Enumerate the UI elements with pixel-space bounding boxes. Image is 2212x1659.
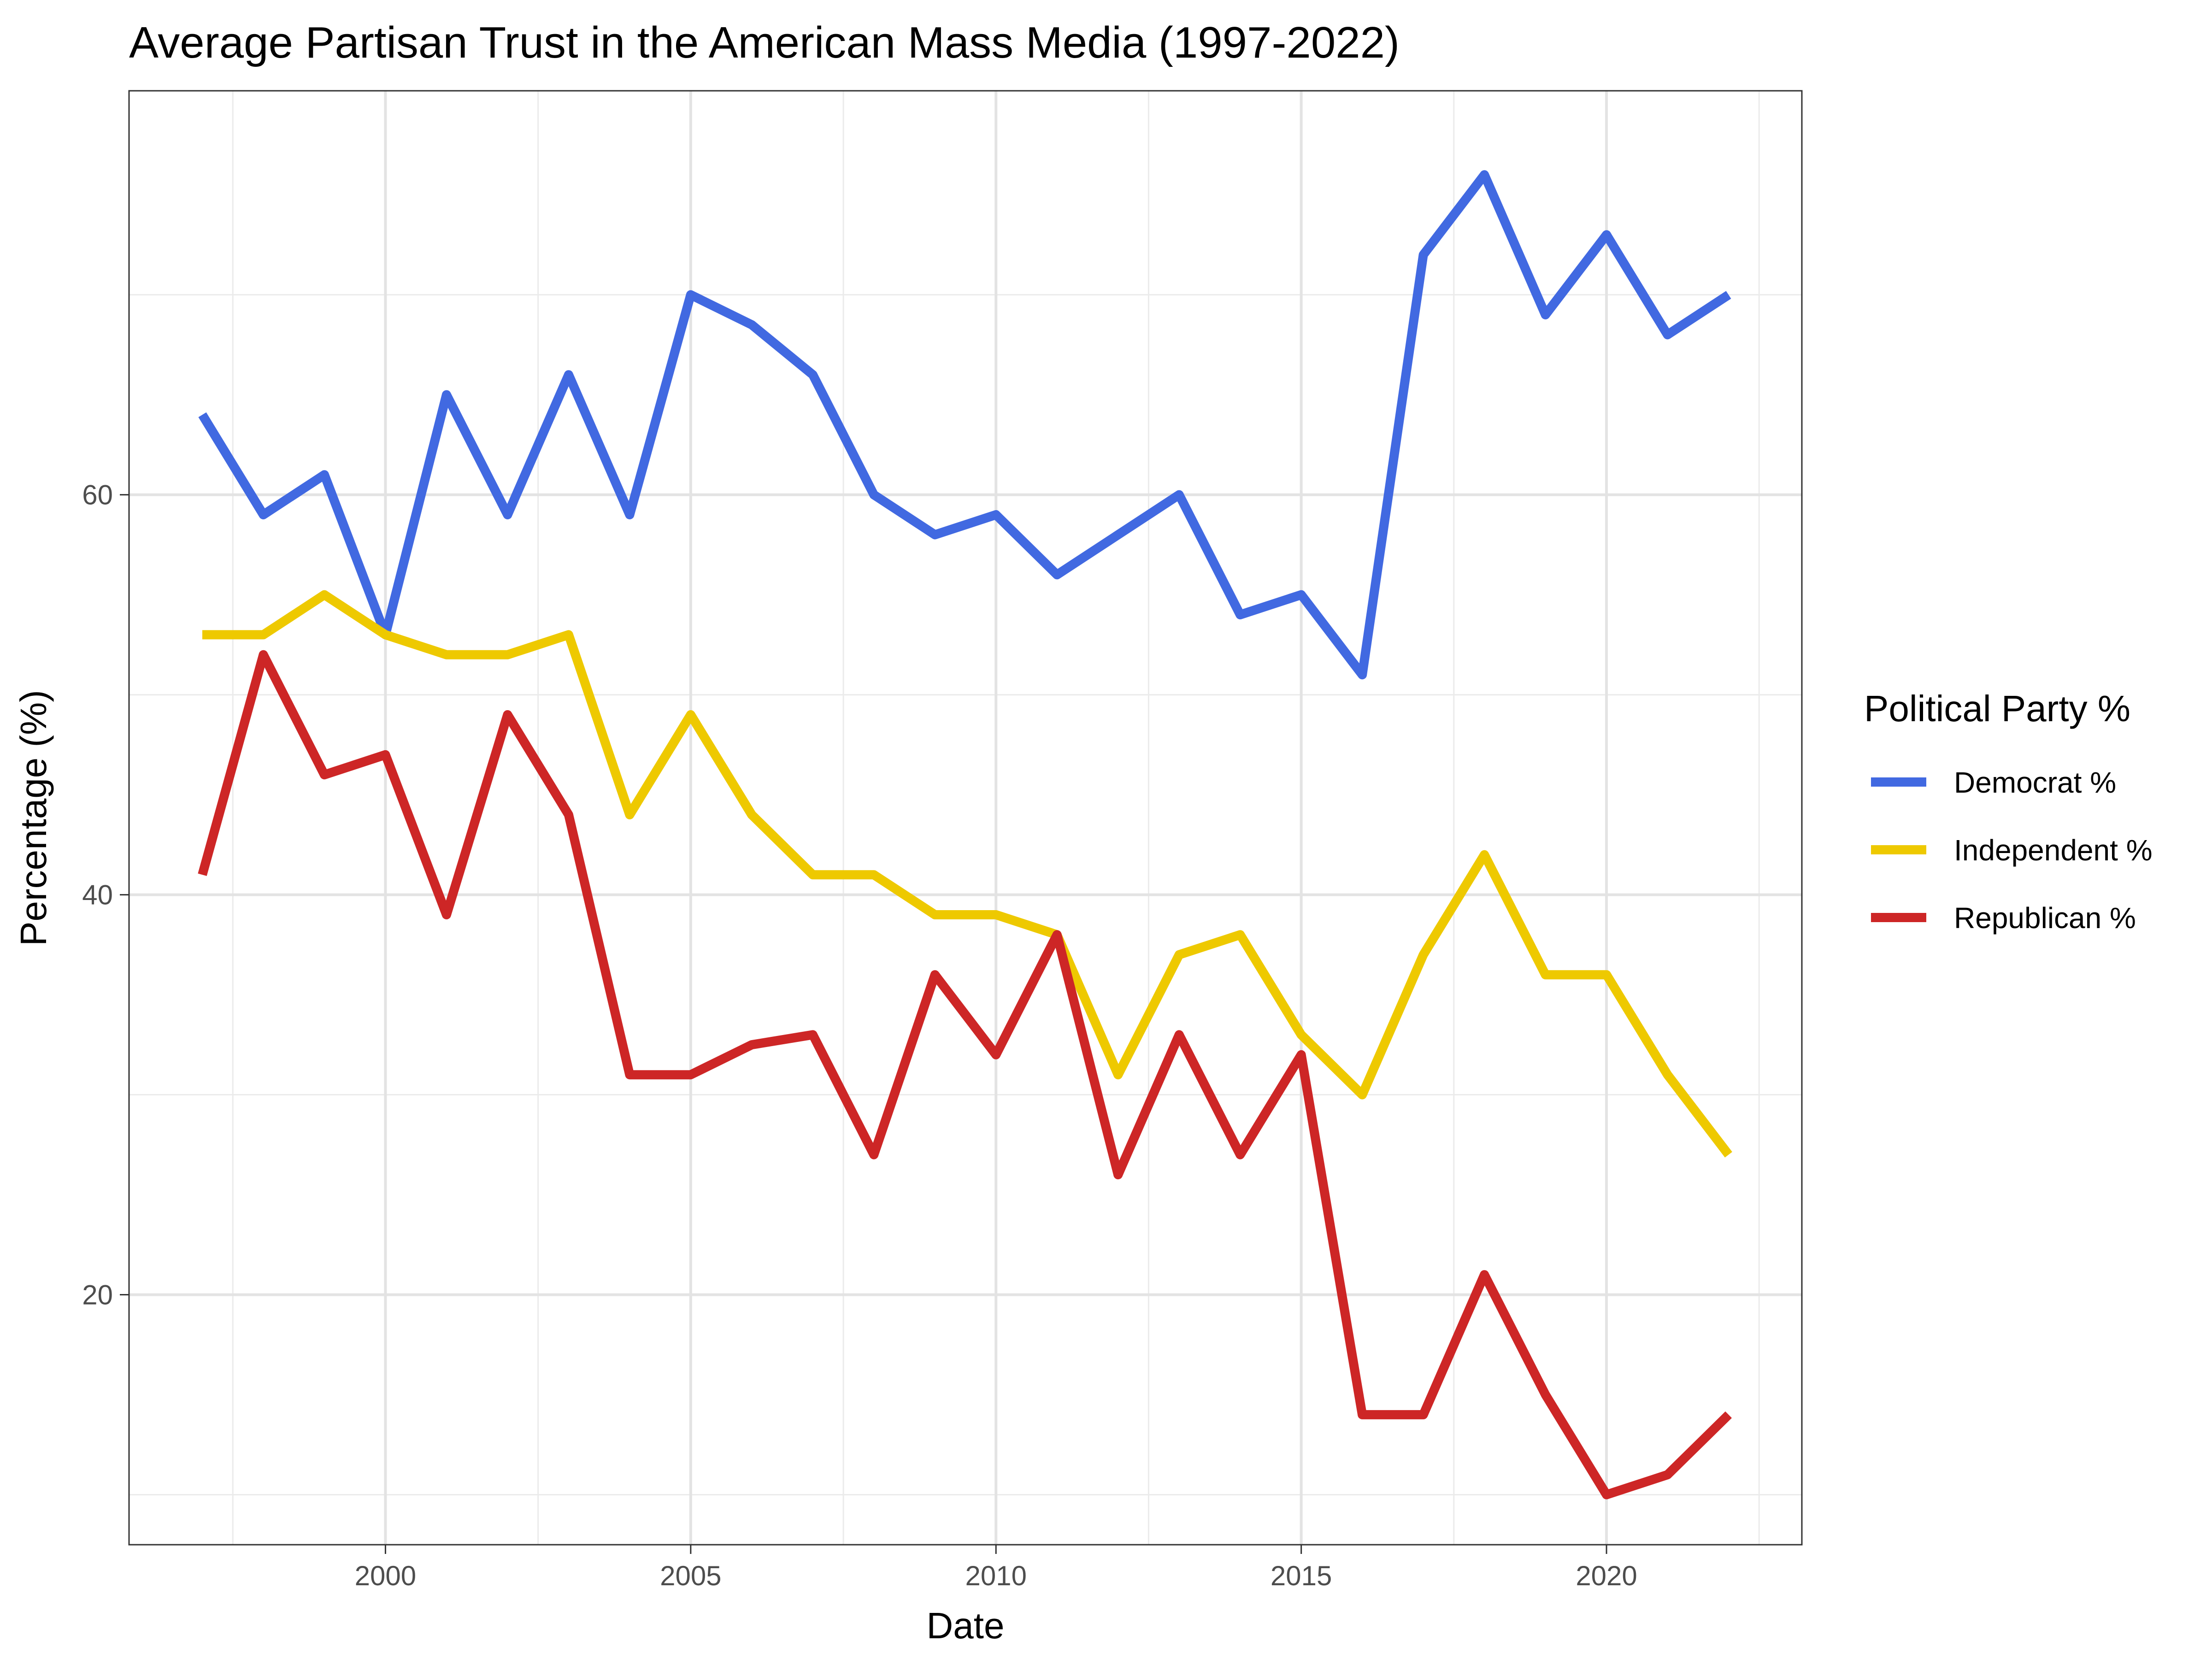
y-tick-label: 20 xyxy=(82,1280,113,1311)
y-tick-label: 40 xyxy=(82,880,113,911)
y-tick-label: 60 xyxy=(82,480,113,511)
y-axis: 20 40 60 xyxy=(82,480,129,1311)
series-line-independent xyxy=(202,590,1732,1158)
major-gridlines xyxy=(129,91,1802,1545)
legend-label-independent: Independent % xyxy=(1954,834,2153,867)
series-line-republican xyxy=(198,650,1732,1500)
legend: Political Party % Democrat % Independent … xyxy=(1864,688,2153,935)
legend-label-republican: Republican % xyxy=(1954,901,2136,935)
x-tick-label: 2015 xyxy=(1271,1560,1332,1591)
minor-gridlines xyxy=(129,91,1802,1545)
x-tick-label: 2010 xyxy=(965,1560,1026,1591)
x-axis: 2000 2005 2010 2015 2020 xyxy=(355,1545,1637,1591)
x-tick-label: 2020 xyxy=(1576,1560,1637,1591)
x-tick-label: 2005 xyxy=(660,1560,721,1591)
series-lines xyxy=(198,170,1732,1500)
chart-title: Average Partisan Trust in the American M… xyxy=(129,18,1400,67)
series-line-democrat xyxy=(198,170,1731,680)
x-tick-label: 2000 xyxy=(355,1560,416,1591)
legend-label-democrat: Democrat % xyxy=(1954,766,2116,799)
x-axis-title: Date xyxy=(927,1605,1005,1646)
y-axis-title: Percentage (%) xyxy=(13,690,54,946)
plot-panel-border xyxy=(128,90,1803,1546)
legend-title: Political Party % xyxy=(1864,688,2130,729)
